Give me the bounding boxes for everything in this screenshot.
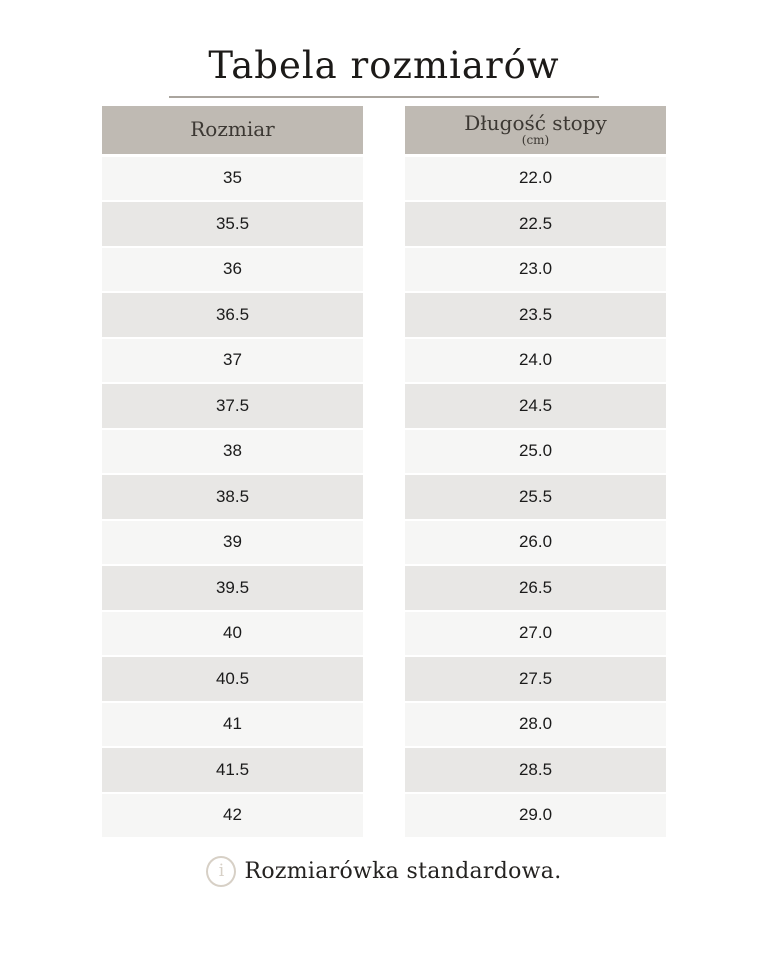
table-cell: 35	[102, 156, 363, 203]
table-cell: 26.0	[405, 520, 666, 567]
table-cell: 22.0	[405, 156, 666, 203]
footer-note-text: Rozmiarówka standardowa.	[244, 859, 562, 885]
size-header-label: Rozmiar	[190, 117, 275, 142]
table-cell: 22.5	[405, 202, 666, 248]
tables-container: Rozmiar 35 35.5 36 36.5 37 37.5 38 38.5 …	[0, 105, 768, 840]
page-title: Tabela rozmiarów	[208, 44, 560, 87]
foot-length-header-unit: (cm)	[521, 132, 550, 147]
table-cell: 25.5	[405, 475, 666, 521]
table-cell: 36	[102, 247, 363, 294]
table-cell: 23.0	[405, 247, 666, 294]
table-cell: 23.5	[405, 293, 666, 339]
table-cell: 36.5	[102, 293, 363, 339]
table-cell: 37	[102, 338, 363, 385]
table-cell: 35.5	[102, 202, 363, 248]
table-cell: 38	[102, 429, 363, 476]
table-cell: 40	[102, 611, 363, 658]
foot-length-column-table: Długość stopy (cm) 22.0 22.5 23.0 23.5 2…	[405, 105, 666, 840]
table-cell: 29.0	[405, 793, 666, 840]
info-icon: i	[206, 856, 237, 888]
size-column-header: Rozmiar	[102, 105, 363, 154]
title-divider	[169, 95, 599, 98]
table-cell: 37.5	[102, 384, 363, 430]
table-cell: 28.5	[405, 748, 666, 794]
footer-note: i Rozmiarówka standardowa.	[0, 856, 768, 888]
foot-length-column-body: 22.0 22.5 23.0 23.5 24.0 24.5 25.0 25.5 …	[405, 156, 666, 840]
table-cell: 38.5	[102, 475, 363, 521]
table-cell: 24.5	[405, 384, 666, 430]
table-cell: 41	[102, 702, 363, 749]
table-cell: 28.0	[405, 702, 666, 749]
table-cell: 39.5	[102, 566, 363, 612]
table-cell: 41.5	[102, 748, 363, 794]
table-cell: 27.0	[405, 611, 666, 658]
table-cell: 24.0	[405, 338, 666, 385]
table-cell: 25.0	[405, 429, 666, 476]
foot-length-header-label: Długość stopy	[464, 110, 607, 135]
table-cell: 40.5	[102, 657, 363, 703]
table-cell: 26.5	[405, 566, 666, 612]
table-cell: 27.5	[405, 657, 666, 703]
table-cell: 42	[102, 793, 363, 840]
size-column-table: Rozmiar 35 35.5 36 36.5 37 37.5 38 38.5 …	[102, 105, 363, 840]
table-cell: 39	[102, 520, 363, 567]
size-column-body: 35 35.5 36 36.5 37 37.5 38 38.5 39 39.5 …	[102, 156, 363, 840]
foot-length-column-header: Długość stopy (cm)	[405, 105, 666, 154]
